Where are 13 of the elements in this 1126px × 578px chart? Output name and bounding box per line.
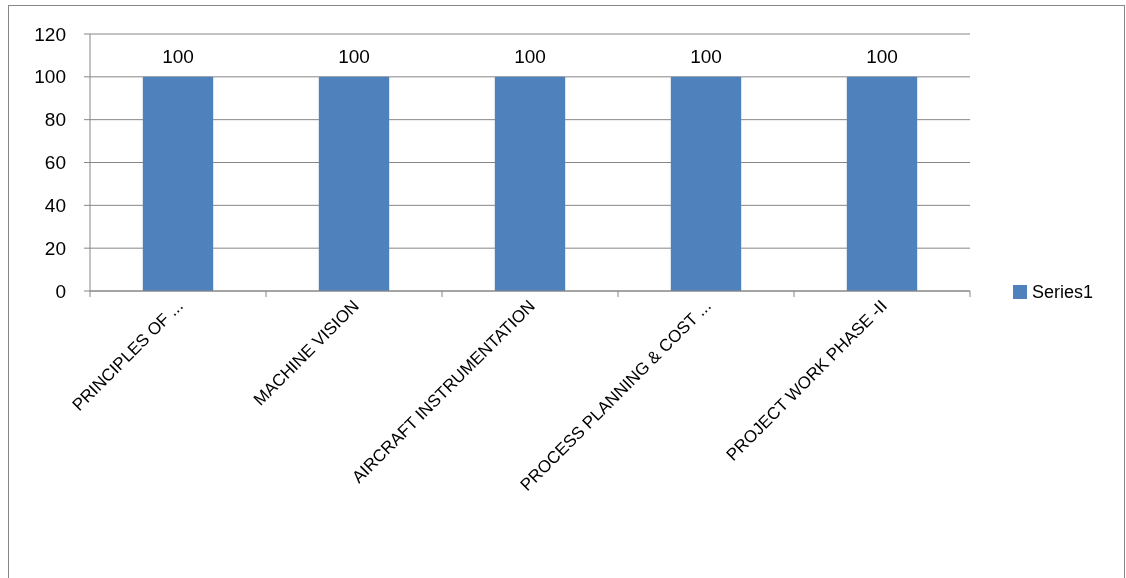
y-tick-label: 100 bbox=[34, 66, 66, 88]
legend-label: Series1 bbox=[1032, 282, 1094, 303]
y-tick-label: 0 bbox=[55, 280, 66, 302]
y-tick-label: 120 bbox=[34, 23, 66, 45]
y-tick-label: 40 bbox=[44, 194, 66, 216]
data-label: 100 bbox=[514, 45, 546, 67]
y-tick-label: 60 bbox=[44, 152, 66, 174]
y-tick-label: 80 bbox=[44, 109, 66, 131]
y-tick-label: 20 bbox=[44, 237, 66, 259]
data-label: 100 bbox=[690, 45, 722, 67]
data-label: 100 bbox=[338, 45, 370, 67]
data-label: 100 bbox=[866, 45, 898, 67]
data-label: 100 bbox=[162, 45, 194, 67]
